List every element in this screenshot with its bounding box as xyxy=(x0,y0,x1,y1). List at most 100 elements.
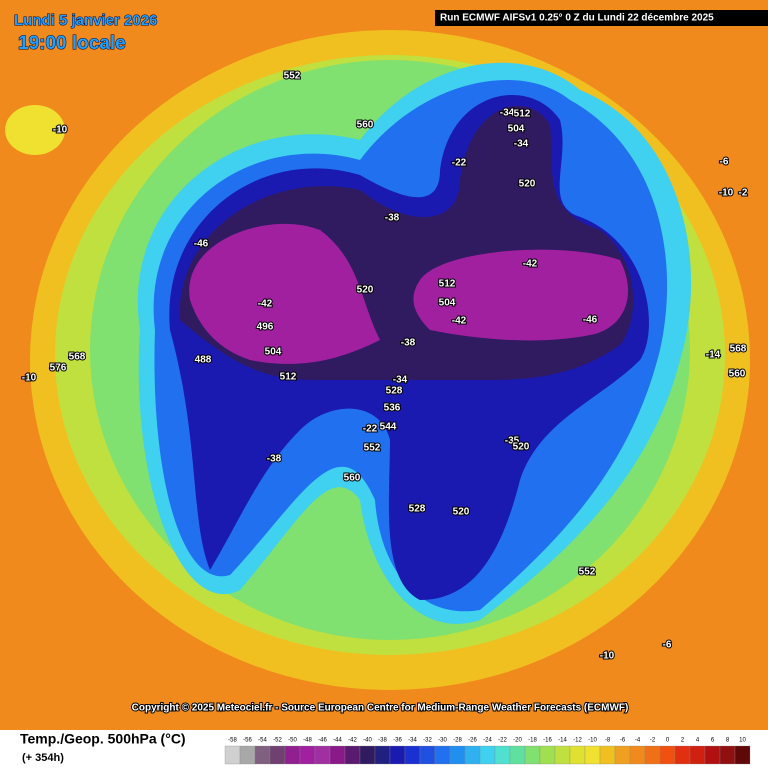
contour-label: 560 xyxy=(344,473,361,484)
contour-label: -34 xyxy=(514,139,529,150)
scale-label: -40 xyxy=(363,738,372,744)
scale-swatch xyxy=(314,745,331,765)
contour-label: -10 xyxy=(22,373,37,384)
scale-label: -42 xyxy=(348,738,357,744)
scale-label: -10 xyxy=(588,738,597,744)
scale-label: -56 xyxy=(243,738,252,744)
contour-label: -38 xyxy=(267,454,282,465)
scale-swatch xyxy=(569,745,586,765)
warm-patch xyxy=(5,105,65,155)
contour-label: 536 xyxy=(384,403,401,414)
scale-label: -22 xyxy=(498,738,507,744)
scale-swatch xyxy=(224,745,241,765)
scale-swatch xyxy=(734,745,751,765)
scale-swatch xyxy=(359,745,376,765)
scale-swatch xyxy=(629,745,646,765)
scale-swatch xyxy=(719,745,736,765)
scale-swatch xyxy=(554,745,571,765)
contour-label: 504 xyxy=(265,347,282,358)
scale-swatch xyxy=(299,745,316,765)
scale-label: -12 xyxy=(573,738,582,744)
scale-swatch xyxy=(524,745,541,765)
scale-swatch xyxy=(584,745,601,765)
legend-title: Temp./Geop. 500hPa (°C) xyxy=(20,731,186,747)
contour-label: -10 xyxy=(53,125,68,136)
scale-swatch xyxy=(419,745,436,765)
contour-label: -14 xyxy=(706,350,721,361)
contour-label: 568 xyxy=(730,344,747,355)
contour-label: 496 xyxy=(257,322,274,333)
date: Lundi 5 janvier 2026 xyxy=(14,12,157,29)
scale-label: -34 xyxy=(408,738,417,744)
contour-label: -38 xyxy=(401,338,416,349)
contour-label: 552 xyxy=(364,443,381,454)
scale-swatch xyxy=(599,745,616,765)
contour-label: -42 xyxy=(452,316,467,327)
time: 19:00 locale xyxy=(18,33,126,54)
scale-label: -30 xyxy=(438,738,447,744)
scale-swatch xyxy=(659,745,676,765)
contour-label: 512 xyxy=(514,109,531,120)
contour-label: -6 xyxy=(720,157,729,168)
contour-label: -35 xyxy=(505,436,520,447)
scale-label: -58 xyxy=(228,738,237,744)
contour-label: -22 xyxy=(363,424,378,435)
contour-label: -42 xyxy=(258,299,273,310)
scale-label: 10 xyxy=(739,738,746,744)
scale-swatch xyxy=(389,745,406,765)
contour-label: 560 xyxy=(357,120,374,131)
contour-label: 520 xyxy=(519,179,536,190)
scale-label: -52 xyxy=(273,738,282,744)
run-box xyxy=(435,10,768,26)
scale-swatch xyxy=(494,745,511,765)
contour-label: -10 xyxy=(719,188,734,199)
contour-label: -46 xyxy=(583,315,598,326)
scale-label: -48 xyxy=(303,738,312,744)
run-info: Run ECMWF AIFSv1 0.25° 0 Z du Lundi 22 d… xyxy=(440,13,714,24)
scale-swatch xyxy=(644,745,661,765)
scale-swatch xyxy=(404,745,421,765)
contour-label: 560 xyxy=(729,369,746,380)
contour-label: -34 xyxy=(500,108,515,119)
contour-label: 552 xyxy=(284,71,301,82)
scale-label: -6 xyxy=(620,738,626,744)
scale-swatch xyxy=(674,745,691,765)
contour-label: -38 xyxy=(385,213,400,224)
scale-label: -28 xyxy=(453,738,462,744)
scale-label: -4 xyxy=(635,738,641,744)
scale-swatch xyxy=(329,745,346,765)
scale-swatch xyxy=(464,745,481,765)
contour-label: -6 xyxy=(663,640,672,651)
scale-label: -2 xyxy=(650,738,656,744)
scale-label: 8 xyxy=(726,738,730,744)
scale-label: -50 xyxy=(288,738,297,744)
contour-label: 512 xyxy=(439,279,456,290)
contour-label: 576 xyxy=(50,363,67,374)
scale-label: 2 xyxy=(681,738,685,744)
scale-label: -44 xyxy=(333,738,342,744)
scale-swatch xyxy=(614,745,631,765)
contour-label: -10 xyxy=(600,651,615,662)
scale-label: -16 xyxy=(543,738,552,744)
contour-label: -2 xyxy=(739,188,748,199)
scale-label: -24 xyxy=(483,738,492,744)
scale-label: -8 xyxy=(605,738,611,744)
contour-label: -22 xyxy=(452,158,467,169)
contour-label: 544 xyxy=(380,422,397,433)
scale-label: -36 xyxy=(393,738,402,744)
scale-swatch xyxy=(284,745,301,765)
scale-swatch xyxy=(344,745,361,765)
contour-label: 552 xyxy=(579,567,596,578)
contour-label: 504 xyxy=(508,124,525,135)
contour-label: -42 xyxy=(523,259,538,270)
scale-label: 0 xyxy=(666,738,670,744)
contour-label: 520 xyxy=(453,507,470,518)
cold-core xyxy=(413,249,629,341)
scale-swatch xyxy=(254,745,271,765)
scale-label: 6 xyxy=(711,738,715,744)
scale-label: -54 xyxy=(258,738,267,744)
scale-swatch xyxy=(434,745,451,765)
scale-swatch xyxy=(374,745,391,765)
contour-label: 568 xyxy=(69,352,86,363)
